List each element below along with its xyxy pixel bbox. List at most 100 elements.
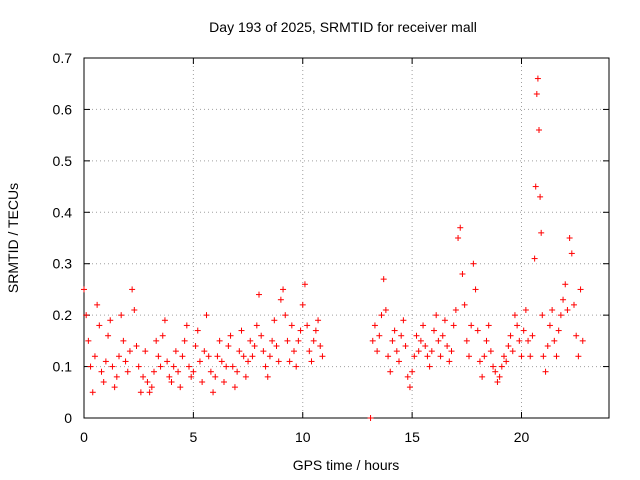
data-point	[120, 337, 127, 344]
data-point	[247, 337, 254, 344]
data-point	[312, 327, 319, 334]
data-point	[398, 332, 405, 339]
data-point	[433, 312, 440, 319]
data-point	[536, 127, 542, 133]
data-point	[133, 343, 140, 349]
data-point	[98, 368, 105, 375]
data-point	[444, 343, 451, 349]
data-point	[262, 363, 269, 370]
data-point	[498, 363, 505, 370]
data-point	[481, 353, 488, 360]
data-point	[238, 327, 245, 334]
y-tick-label: 0	[64, 410, 72, 426]
data-point	[186, 363, 192, 370]
data-point	[426, 363, 433, 370]
data-point	[94, 301, 101, 308]
data-point	[376, 332, 383, 339]
data-point	[391, 327, 398, 334]
data-point	[385, 353, 392, 360]
data-point	[308, 358, 315, 365]
data-point	[151, 368, 157, 375]
data-point	[546, 322, 553, 329]
data-point	[319, 353, 326, 360]
data-point	[91, 353, 98, 360]
data-point	[131, 307, 138, 313]
data-point	[89, 389, 96, 396]
grid-lines	[84, 58, 609, 418]
x-tick-label: 10	[295, 429, 311, 445]
data-point	[522, 307, 529, 313]
data-point	[196, 358, 203, 365]
data-point	[505, 343, 512, 349]
data-point	[382, 307, 389, 313]
data-point	[509, 348, 516, 355]
y-ticks: 0 0.1 0.2 0.3 0.4 0.5 0.6 0.7	[53, 50, 609, 426]
data-point	[387, 368, 394, 375]
data-point	[146, 389, 153, 396]
data-point	[446, 358, 453, 365]
data-point	[452, 307, 459, 313]
data-point	[533, 91, 540, 97]
data-point	[164, 358, 171, 365]
data-point	[393, 348, 400, 355]
data-point	[175, 368, 182, 375]
data-point	[549, 307, 556, 313]
data-point	[568, 250, 575, 257]
data-point	[203, 312, 210, 319]
data-point	[118, 312, 125, 319]
data-point	[107, 317, 114, 324]
data-point	[253, 322, 260, 329]
data-point	[299, 301, 306, 308]
y-tick-label: 0.3	[53, 256, 73, 272]
data-point	[251, 343, 258, 349]
data-point	[227, 332, 234, 339]
data-point	[293, 363, 300, 370]
data-point	[96, 322, 103, 329]
data-point	[487, 348, 494, 355]
data-point	[155, 353, 162, 360]
data-point	[201, 348, 208, 355]
data-point	[105, 332, 112, 339]
data-point	[450, 322, 457, 329]
data-point	[153, 337, 160, 344]
data-point	[286, 358, 293, 365]
data-point	[501, 353, 507, 360]
data-point	[236, 348, 243, 355]
data-point	[83, 312, 90, 319]
data-point	[544, 343, 551, 349]
data-point	[192, 343, 199, 349]
data-point	[560, 296, 567, 303]
data-point	[271, 317, 278, 324]
x-tick-label: 15	[404, 429, 420, 445]
data-point	[562, 281, 569, 288]
data-point	[282, 312, 289, 319]
data-point	[190, 368, 197, 375]
data-point	[525, 337, 532, 344]
data-point	[126, 348, 133, 355]
data-point	[306, 348, 313, 355]
data-point	[122, 358, 129, 365]
data-point	[422, 343, 429, 349]
data-point	[492, 368, 499, 375]
data-point	[463, 337, 470, 344]
data-point	[374, 348, 381, 355]
data-point	[571, 301, 577, 308]
data-point	[461, 301, 468, 308]
data-point	[474, 327, 481, 334]
data-point	[476, 358, 483, 365]
data-point	[109, 363, 116, 370]
y-tick-label: 0.2	[53, 307, 73, 323]
data-point	[470, 260, 477, 267]
data-point	[81, 286, 87, 293]
data-point	[144, 379, 151, 385]
data-point	[304, 322, 311, 329]
data-point	[301, 281, 308, 288]
data-point	[256, 291, 262, 298]
data-point	[579, 337, 586, 344]
data-point	[553, 353, 560, 360]
data-point	[507, 332, 514, 339]
data-point	[85, 337, 92, 344]
data-point	[511, 312, 518, 319]
data-point	[369, 337, 376, 344]
data-point	[199, 379, 206, 385]
